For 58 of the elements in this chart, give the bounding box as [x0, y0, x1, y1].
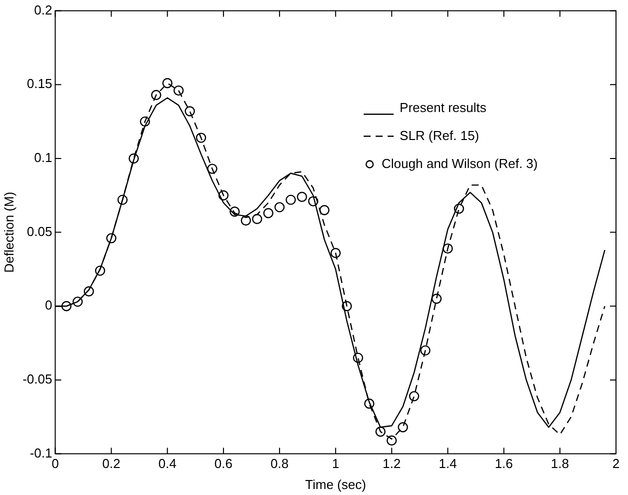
- point: [230, 206, 240, 217]
- point: [330, 248, 341, 258]
- y-tick-label: 0.15: [26, 76, 52, 92]
- point: [218, 190, 229, 200]
- point: [106, 233, 116, 244]
- y-tick-label: 0.05: [26, 224, 52, 239]
- point: [342, 301, 352, 312]
- y-axis-title: Deflection (M): [1, 192, 16, 273]
- point: [286, 194, 296, 205]
- point: [240, 215, 251, 226]
- point: [207, 164, 218, 174]
- point: [94, 266, 106, 276]
- point: [420, 345, 430, 356]
- point: [319, 205, 330, 216]
- point: [72, 296, 83, 307]
- legend-label: Clough and Wilson (Ref. 3): [382, 156, 538, 171]
- point: [162, 78, 172, 88]
- point: [196, 132, 206, 143]
- point: [352, 352, 364, 363]
- legend-label: SLR (Ref. 15): [400, 128, 480, 143]
- y-tick-label: 0.2: [34, 2, 52, 18]
- point: [128, 153, 139, 164]
- point: [61, 301, 72, 312]
- x-tick-label: 1.4: [438, 456, 457, 472]
- point: [375, 426, 386, 437]
- point: [454, 204, 464, 214]
- x-tick-label: 1.2: [382, 456, 401, 472]
- legend-label: Present results: [400, 100, 487, 115]
- x-tick-label: 0.6: [214, 456, 232, 472]
- point: [151, 90, 162, 100]
- point: [308, 196, 318, 206]
- x-tick-label: 0.2: [102, 456, 120, 472]
- point: [398, 422, 408, 432]
- y-tick-label: 0.1: [34, 150, 52, 166]
- point: [431, 294, 442, 304]
- point: [296, 192, 308, 202]
- point: [174, 85, 184, 96]
- x-tick-label: 1: [332, 456, 340, 472]
- point: [274, 202, 285, 212]
- x-tick-label: 1.6: [494, 456, 513, 472]
- y-tick-label: -0.1: [30, 445, 52, 460]
- x-tick-label: 1.8: [550, 456, 569, 472]
- x-tick-label: 2: [612, 456, 620, 472]
- point: [184, 106, 195, 116]
- x-axis-title: Time (sec): [305, 476, 366, 492]
- x-tick-label: 0.8: [270, 456, 289, 472]
- y-tick-label: -0.05: [22, 372, 52, 387]
- y-tick-label: 0: [44, 298, 52, 313]
- point: [117, 194, 128, 205]
- point: [409, 391, 420, 402]
- point: [386, 435, 397, 446]
- point: [442, 243, 453, 254]
- x-tick-label: 0.4: [158, 456, 176, 472]
- point: [84, 286, 94, 296]
- point: [140, 116, 150, 127]
- point: [252, 214, 262, 224]
- point: [364, 398, 374, 409]
- point: [263, 208, 274, 218]
